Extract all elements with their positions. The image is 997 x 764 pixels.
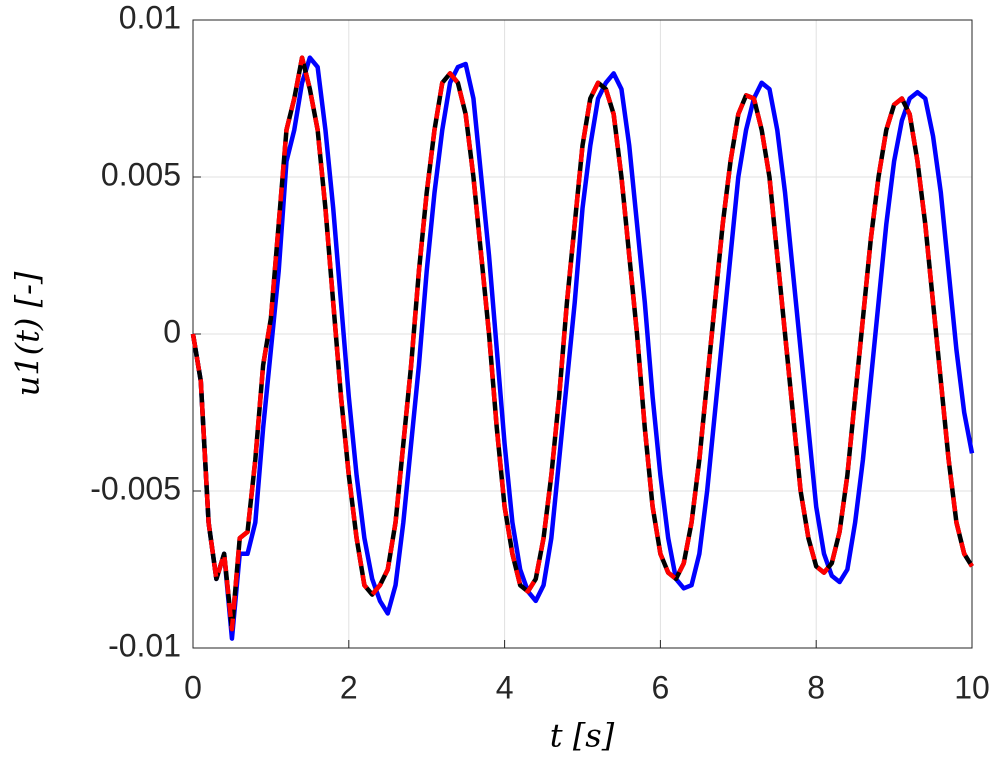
y-tick-label: -0.01 (108, 627, 181, 663)
x-tick-label: 6 (652, 669, 670, 705)
x-axis-label: t [s] (550, 717, 615, 755)
y-axis-label: u1(t) [-] (9, 271, 47, 396)
y-tick-label: 0.005 (101, 156, 181, 192)
y-tick-label: -0.005 (90, 470, 181, 506)
x-tick-label: 10 (954, 669, 990, 705)
series-line (190, 55, 974, 632)
series-line (190, 55, 975, 641)
x-tick-label: 8 (807, 669, 825, 705)
x-tick-label: 4 (496, 669, 514, 705)
series-line (190, 55, 974, 632)
x-tick-label: 0 (184, 669, 202, 705)
x-tick-label: 2 (340, 669, 358, 705)
y-tick-label: 0 (163, 313, 181, 349)
y-tick-label: 0.01 (119, 0, 181, 35)
